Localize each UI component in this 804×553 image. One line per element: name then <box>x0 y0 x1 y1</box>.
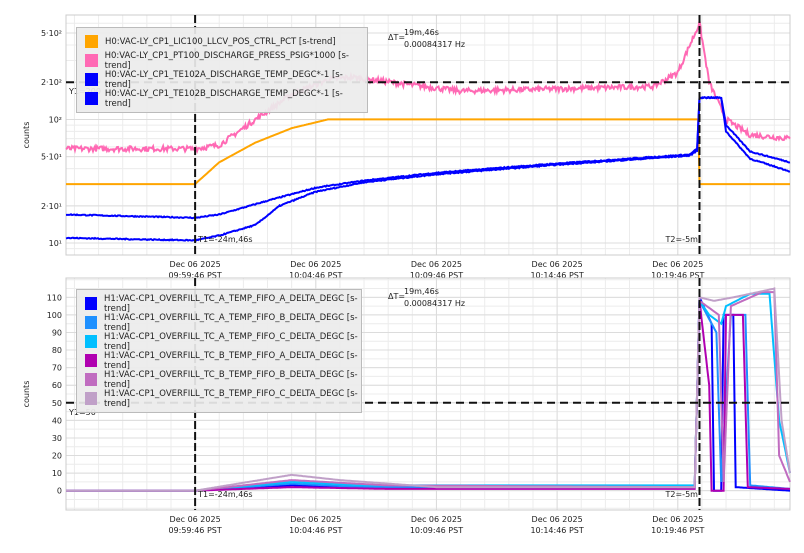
delta-t-label: ΔT= <box>388 292 405 301</box>
legend-swatch <box>85 316 97 329</box>
x-tick-date: Dec 06 2025 <box>411 260 462 269</box>
legend-label: H0:VAC-LY_CP1_TE102B_DISCHARGE_TEMP_DEGC… <box>104 88 343 109</box>
y-tick-label: 10² <box>49 115 62 124</box>
y-tick-label: 50 <box>52 399 62 408</box>
x-tick-date: Dec 06 2025 <box>652 260 703 269</box>
legend-label: H1:VAC-CP1_OVERFILL_TC_B_TEMP_FIFO_A_DEL… <box>103 350 358 371</box>
t1-cursor-label: T1=-24m,46s <box>197 490 252 499</box>
legend-swatch <box>85 35 98 48</box>
y-tick-label: 30 <box>52 434 62 443</box>
x-tick-time: 09:59:46 PST <box>168 526 221 535</box>
x-tick-time: 10:19:46 PST <box>651 271 704 280</box>
legend-entry[interactable]: H1:VAC-CP1_OVERFILL_TC_B_TEMP_FIFO_C_DEL… <box>77 388 361 409</box>
x-tick-date: Dec 06 2025 <box>532 515 583 524</box>
x-tick-date: Dec 06 2025 <box>652 515 703 524</box>
legend-swatch <box>85 373 97 386</box>
legend-label: H0:VAC-LY_CP1_PT100_DISCHARGE_PRESS_PSIG… <box>104 50 349 71</box>
plot-frame <box>65 277 791 511</box>
series-line-6 <box>66 287 791 492</box>
t2-cursor-label: T2=-5m <box>665 235 699 244</box>
legend-swatch <box>85 297 97 310</box>
delta-t-label: ΔT= <box>388 33 405 42</box>
y-tick-label: 60 <box>52 381 62 390</box>
y-tick-label: 80 <box>52 346 62 355</box>
x-tick-date: Dec 06 2025 <box>532 260 583 269</box>
legend-1: H0:VAC-LY_CP1_LIC100_LLCV_POS_CTRL_PCT [… <box>76 27 368 113</box>
y-tick-label: 40 <box>52 416 62 425</box>
x-tick-time: 10:04:46 PST <box>289 526 342 535</box>
y-tick-label: 0 <box>57 487 62 496</box>
legend-entry[interactable]: H1:VAC-CP1_OVERFILL_TC_A_TEMP_FIFO_C_DEL… <box>77 331 361 352</box>
x-tick-date: Dec 06 2025 <box>411 515 462 524</box>
y-axis-label: counts <box>22 122 31 149</box>
x-tick-time: 10:04:46 PST <box>289 271 342 280</box>
legend-swatch <box>85 73 98 86</box>
legend-label: H1:VAC-CP1_OVERFILL_TC_A_TEMP_FIFO_B_DEL… <box>103 312 358 333</box>
delta-t-value: 19m,46s <box>404 28 439 37</box>
x-tick-date: Dec 06 2025 <box>170 260 221 269</box>
legend-label: H1:VAC-CP1_OVERFILL_TC_A_TEMP_FIFO_C_DEL… <box>103 331 358 352</box>
delta-t-value: 19m,46s <box>404 287 439 296</box>
legend-entry[interactable]: H0:VAC-LY_CP1_TE102B_DISCHARGE_TEMP_DEGC… <box>77 88 367 109</box>
legend-label: H1:VAC-CP1_OVERFILL_TC_B_TEMP_FIFO_C_DEL… <box>103 388 358 409</box>
x-tick-date: Dec 06 2025 <box>290 260 341 269</box>
legend-swatch <box>85 92 98 105</box>
legend-entry[interactable]: H1:VAC-CP1_OVERFILL_TC_B_TEMP_FIFO_A_DEL… <box>77 350 361 371</box>
y-tick-label: 90 <box>52 328 62 337</box>
legend-label: H1:VAC-CP1_OVERFILL_TC_A_TEMP_FIFO_A_DEL… <box>103 293 358 314</box>
legend-entry[interactable]: H1:VAC-CP1_OVERFILL_TC_A_TEMP_FIFO_A_DEL… <box>77 293 361 314</box>
x-tick-time: 10:19:46 PST <box>651 526 704 535</box>
legend-swatch <box>85 54 98 67</box>
frequency-value: 0.00084317 Hz <box>404 40 465 49</box>
y-tick-label: 5·10² <box>41 29 62 38</box>
legend-label: H1:VAC-CP1_OVERFILL_TC_B_TEMP_FIFO_B_DEL… <box>103 369 358 390</box>
x-tick-time: 10:09:46 PST <box>410 271 463 280</box>
x-tick-time: 10:14:46 PST <box>530 271 583 280</box>
x-tick-time: 10:09:46 PST <box>410 526 463 535</box>
series-line-2 <box>65 20 791 155</box>
x-tick-date: Dec 06 2025 <box>170 515 221 524</box>
y-tick-label: 20 <box>52 452 62 461</box>
series-line-4 <box>65 95 791 242</box>
x-tick-time: 10:14:46 PST <box>530 526 583 535</box>
y-tick-label: 5·10¹ <box>41 153 62 162</box>
y-tick-label: 110 <box>47 293 62 302</box>
legend-label: H0:VAC-LY_CP1_LIC100_LLCV_POS_CTRL_PCT [… <box>105 36 336 47</box>
y-tick-label: 100 <box>47 311 62 320</box>
y-tick-label: 2·10¹ <box>41 202 62 211</box>
legend-swatch <box>85 335 97 348</box>
y-axis-label: counts <box>22 381 31 408</box>
legend-entry[interactable]: H1:VAC-CP1_OVERFILL_TC_B_TEMP_FIFO_B_DEL… <box>77 369 361 390</box>
y-tick-label: 2·10² <box>41 78 62 87</box>
legend-swatch <box>85 354 97 367</box>
y-tick-label: 10 <box>52 469 62 478</box>
frequency-value: 0.00084317 Hz <box>404 299 465 308</box>
legend-entry[interactable]: H0:VAC-LY_CP1_LIC100_LLCV_POS_CTRL_PCT [… <box>77 32 367 51</box>
legend-entry[interactable]: H1:VAC-CP1_OVERFILL_TC_A_TEMP_FIFO_B_DEL… <box>77 312 361 333</box>
series-line-1 <box>66 118 790 186</box>
legend-swatch <box>85 392 97 405</box>
y-tick-label: 70 <box>52 364 62 373</box>
t1-cursor-label: T1=-24m,46s <box>197 235 252 244</box>
plot-frame <box>65 14 791 256</box>
legend-label: H0:VAC-LY_CP1_TE102A_DISCHARGE_TEMP_DEGC… <box>104 69 343 90</box>
y-tick-label: 10¹ <box>49 239 62 248</box>
legend-2: H1:VAC-CP1_OVERFILL_TC_A_TEMP_FIFO_A_DEL… <box>76 289 362 413</box>
x-tick-time: 09:59:46 PST <box>168 271 221 280</box>
legend-entry[interactable]: H0:VAC-LY_CP1_TE102A_DISCHARGE_TEMP_DEGC… <box>77 69 367 90</box>
x-tick-date: Dec 06 2025 <box>290 515 341 524</box>
t2-cursor-label: T2=-5m <box>665 490 699 499</box>
series-line-3 <box>66 95 791 220</box>
legend-entry[interactable]: H0:VAC-LY_CP1_PT100_DISCHARGE_PRESS_PSIG… <box>77 50 367 71</box>
